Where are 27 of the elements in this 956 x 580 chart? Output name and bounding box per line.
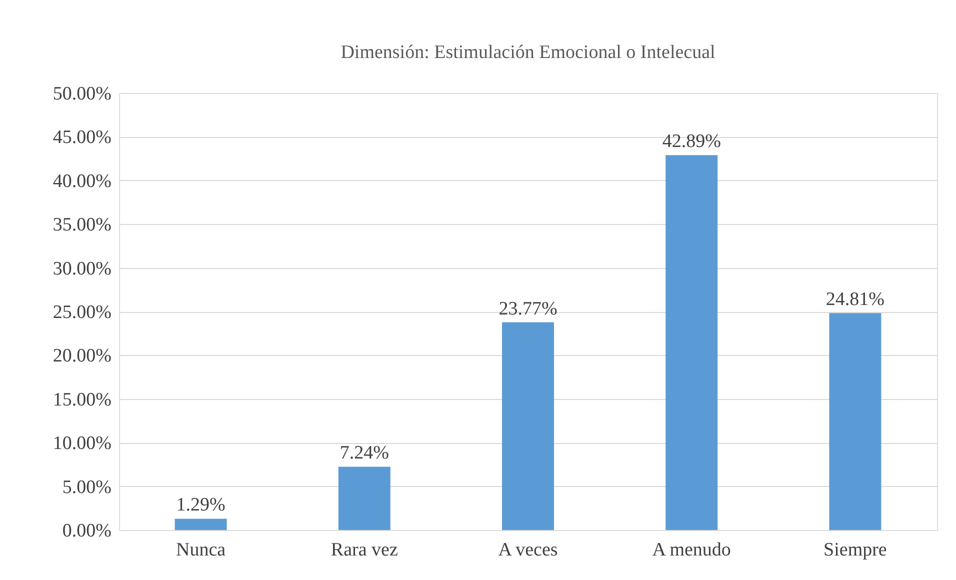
y-tick-label: 40.00%	[52, 170, 112, 192]
y-tick-label: 30.00%	[52, 258, 112, 280]
y-tick-label: 45.00%	[52, 127, 112, 148]
data-label: 23.77%	[498, 298, 558, 320]
y-tick-label: 15.00%	[52, 389, 112, 410]
bar	[502, 322, 554, 530]
x-tick-label: Rara vez	[330, 540, 398, 560]
x-tick-label: A menudo	[652, 540, 731, 560]
chart-title: Dimensión: Estimulación Emocional o Intelecual	[340, 42, 716, 63]
x-tick-label: Nunca	[176, 540, 226, 560]
bar	[174, 518, 227, 530]
y-tick-label: 35.00%	[52, 214, 112, 236]
bar	[829, 313, 882, 530]
data-label: 1.29%	[176, 494, 226, 516]
data-label: 42.89%	[662, 131, 722, 152]
bar	[338, 466, 390, 530]
y-tick-label: 25.00%	[52, 302, 112, 323]
y-tick-label: 0.00%	[62, 520, 112, 542]
x-tick-label: Siempre	[824, 540, 887, 560]
y-tick-label: 50.00%	[52, 84, 112, 104]
y-tick-label: 20.00%	[52, 346, 112, 367]
y-tick-label: 5.00%	[62, 476, 112, 498]
data-label: 24.81%	[826, 289, 885, 310]
x-tick-label: A veces	[498, 540, 558, 560]
y-tick-label: 10.00%	[52, 433, 112, 454]
bar	[666, 155, 718, 530]
data-label: 7.24%	[340, 442, 390, 464]
